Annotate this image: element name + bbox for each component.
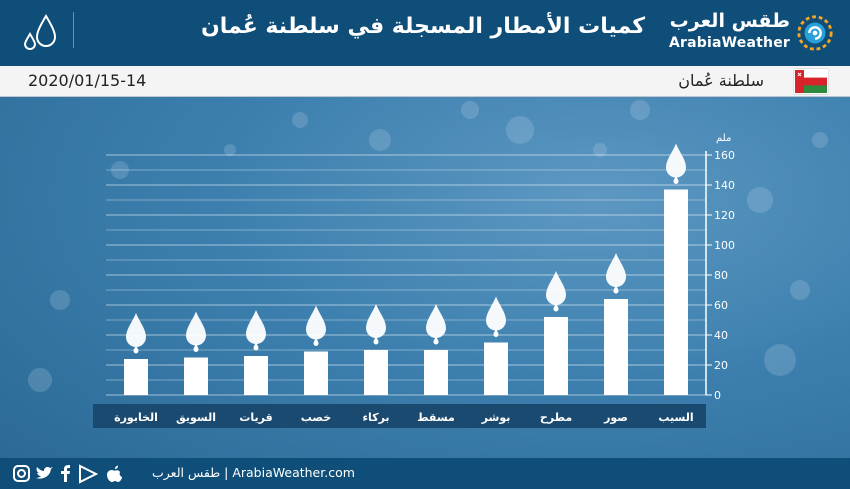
date-label: 2020/01/15-14 (28, 71, 147, 90)
unit-label: ملم (716, 133, 731, 144)
raindrop-icon (606, 253, 626, 294)
y-tick-label: 0 (714, 389, 721, 402)
sun-swirl-icon (797, 15, 833, 51)
category-band (93, 404, 706, 428)
raindrop-icon (666, 143, 686, 184)
footer-site-text: طقس العرب | ArabiaWeather.com (152, 465, 355, 480)
header-divider (73, 12, 74, 48)
raindrop-icon (546, 271, 566, 312)
google-play-icon[interactable] (79, 464, 99, 484)
bar (544, 317, 568, 395)
bar (124, 359, 148, 395)
brand-logo[interactable]: طقس العرب ArabiaWeather (658, 8, 838, 60)
brand-name-arabic: طقس العرب (669, 10, 790, 32)
y-tick-label: 80 (714, 269, 728, 282)
y-axis: 0 20 40 60 80 100 120 140 160 (705, 149, 735, 402)
category-label: قريات (239, 411, 272, 424)
category-label: صور (603, 411, 628, 424)
social-icons (12, 464, 142, 488)
raindrop-icon (246, 310, 266, 351)
raindrop-icon (486, 296, 506, 337)
bar (304, 351, 328, 395)
category-label: خصب (301, 411, 331, 424)
category-label: الخابورة (114, 411, 158, 424)
category-label: السويق (176, 411, 216, 424)
category-label: مسقط (417, 411, 455, 424)
country-label: سلطنة عُمان (678, 71, 764, 90)
oman-flag-icon (794, 69, 828, 94)
twitter-icon[interactable] (36, 467, 53, 479)
bar (604, 299, 628, 395)
y-tick-label: 100 (714, 239, 735, 252)
raindrop-icon (186, 311, 206, 352)
bar (244, 356, 268, 395)
facebook-icon[interactable] (61, 465, 70, 482)
raindrop-icon (306, 305, 326, 346)
instagram-icon[interactable] (13, 465, 30, 482)
category-label: بركاء (362, 411, 389, 424)
rainfall-bar-chart: 0 20 40 60 80 100 120 140 160 السيب صور مطرح بوشر مس… (93, 133, 735, 428)
y-tick-label: 60 (714, 299, 728, 312)
raindrop-icon (366, 304, 386, 345)
water-drops-icon (20, 12, 60, 56)
page-title: كميات الأمطار المسجلة في سلطنة عُمان (200, 14, 645, 39)
raindrop-icon (426, 304, 446, 345)
info-bar: 2020/01/15-14 سلطنة عُمان (0, 66, 850, 97)
bar (364, 350, 388, 395)
category-labels: السيب صور مطرح بوشر مسقط بركاء خصب قريات السويق ا… (114, 411, 694, 424)
apple-icon[interactable] (107, 465, 122, 483)
brand-name-english: ArabiaWeather (669, 35, 790, 51)
footer-bar: طقس العرب | ArabiaWeather.com (0, 458, 850, 489)
bar (184, 357, 208, 395)
y-tick-label: 160 (714, 149, 735, 162)
category-label: السيب (658, 411, 693, 424)
header-bar: كميات الأمطار المسجلة في سلطنة عُمان طقس… (0, 0, 850, 66)
y-tick-label: 40 (714, 329, 728, 342)
y-tick-label: 120 (714, 209, 735, 222)
category-label: بوشر (481, 411, 511, 424)
y-tick-label: 140 (714, 179, 735, 192)
bar (484, 342, 508, 395)
category-label: مطرح (540, 411, 572, 424)
bars (124, 143, 688, 395)
y-tick-label: 20 (714, 359, 728, 372)
bar (424, 350, 448, 395)
bar (664, 189, 688, 395)
raindrop-icon (126, 313, 146, 354)
